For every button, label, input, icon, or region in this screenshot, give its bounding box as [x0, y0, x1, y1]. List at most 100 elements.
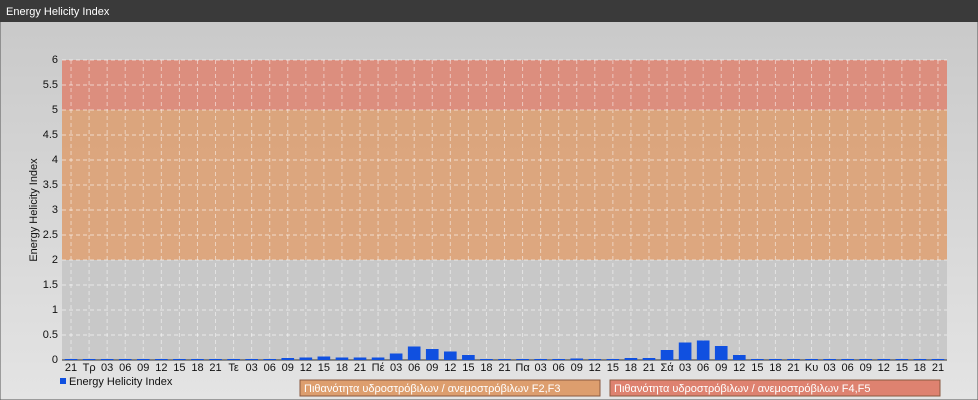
y-tick-label: 4: [52, 154, 58, 166]
bar: [895, 359, 909, 360]
x-tick-label: 18: [191, 362, 203, 374]
bar: [769, 359, 782, 360]
bar: [823, 359, 836, 360]
bar: [552, 359, 566, 360]
y-tick-label: 2.5: [43, 229, 58, 241]
x-tick-label: 12: [300, 362, 312, 374]
x-tick-label: 12: [589, 362, 601, 374]
bar: [751, 359, 764, 360]
y-tick-label: 3: [52, 204, 58, 216]
x-tick-label: 03: [390, 362, 402, 374]
x-tick-label: Πέ: [372, 362, 385, 374]
y-tick-label: 5.5: [43, 79, 58, 91]
y-tick-label: 1: [52, 304, 58, 316]
y-tick-label: 5: [52, 104, 58, 116]
bar: [425, 349, 439, 360]
x-tick-label: 12: [733, 362, 745, 374]
bar: [913, 359, 927, 360]
bar: [100, 359, 114, 360]
legend-marker: [60, 378, 66, 384]
bar: [877, 359, 891, 360]
bar: [136, 359, 150, 360]
x-tick-label: 15: [462, 362, 474, 374]
x-tick-label: 09: [860, 362, 872, 374]
x-tick-label: 15: [896, 362, 908, 374]
band-legend-label: Πιθανότητα υδροστρόβιλων / ανεμοστρόβιλω…: [304, 383, 561, 395]
bar: [516, 359, 529, 360]
bar: [624, 358, 638, 360]
bar: [335, 357, 349, 360]
bar: [841, 359, 854, 360]
bar: [498, 359, 511, 360]
band-legend-box: [609, 379, 941, 397]
bar: [173, 359, 186, 360]
bar: [606, 359, 620, 360]
x-tick-label: 21: [354, 362, 366, 374]
bar: [82, 359, 96, 360]
x-tick-label: 18: [769, 362, 781, 374]
x-tick-label: 18: [625, 362, 637, 374]
bar: [462, 355, 475, 360]
bar: [191, 359, 204, 360]
bar: [678, 342, 692, 360]
x-tick-label: 09: [137, 362, 149, 374]
y-tick-label: 2: [52, 254, 58, 266]
x-tick-label: 06: [264, 362, 276, 374]
band-legend-label: Πιθανότητα υδροστρόβιλων / ανεμοστρόβιλω…: [614, 383, 871, 395]
y-tick-label: 3.5: [43, 179, 58, 191]
x-tick-label: Κυ: [805, 362, 818, 374]
y-axis-title: Energy Helicity Index: [28, 158, 40, 262]
bar: [353, 357, 367, 360]
bar: [227, 359, 240, 360]
x-tick-label: 15: [751, 362, 763, 374]
bar: [931, 359, 945, 360]
bar: [660, 350, 674, 360]
bar: [389, 353, 403, 360]
y-tick-label: 6: [52, 54, 58, 66]
band-legend-box: [299, 379, 601, 397]
x-tick-label: 09: [282, 362, 294, 374]
y-tick-label: 4.5: [43, 129, 58, 141]
bar: [317, 356, 331, 360]
bar: [805, 359, 818, 360]
bar: [209, 359, 222, 360]
x-tick-label: Πα: [515, 362, 530, 374]
bar: [407, 346, 421, 360]
x-tick-label: 18: [336, 362, 348, 374]
x-tick-label: 12: [155, 362, 167, 374]
bar: [64, 359, 78, 360]
bar: [696, 340, 710, 360]
bar: [263, 359, 277, 360]
x-tick-label: 03: [679, 362, 691, 374]
bar: [443, 351, 457, 360]
bar: [570, 358, 584, 360]
x-tick-label: 09: [571, 362, 583, 374]
x-tick-label: 06: [119, 362, 131, 374]
x-tick-label: 03: [101, 362, 113, 374]
bar: [118, 359, 132, 360]
bar: [534, 359, 547, 360]
x-tick-label: 21: [643, 362, 655, 374]
x-tick-label: 21: [65, 362, 77, 374]
bar: [299, 357, 313, 360]
legend-label: Energy Helicity Index: [69, 376, 173, 388]
bar: [642, 358, 656, 360]
y-tick-label: 0.5: [43, 329, 58, 341]
x-tick-label: 18: [480, 362, 492, 374]
x-tick-label: 12: [444, 362, 456, 374]
x-tick-label: 03: [246, 362, 258, 374]
x-tick-label: 03: [823, 362, 835, 374]
x-tick-label: 12: [878, 362, 890, 374]
bar: [732, 355, 746, 360]
bar: [714, 346, 728, 360]
chart-title: Energy Helicity Index: [6, 6, 110, 18]
x-tick-label: 15: [318, 362, 330, 374]
x-tick-label: 21: [209, 362, 221, 374]
x-tick-label: 06: [697, 362, 709, 374]
bar: [859, 359, 873, 360]
x-tick-label: 06: [408, 362, 420, 374]
bar: [281, 358, 295, 360]
bar: [155, 359, 168, 360]
x-tick-label: 09: [715, 362, 727, 374]
